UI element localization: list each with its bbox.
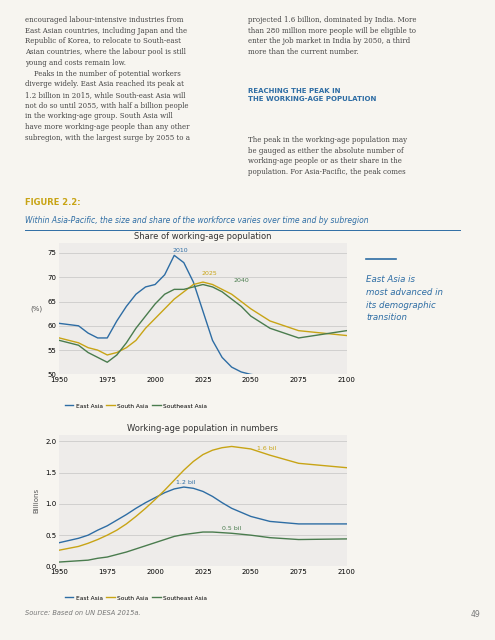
Title: Working-age population in numbers: Working-age population in numbers bbox=[127, 424, 279, 433]
Text: Source: Based on UN DESA 2015a.: Source: Based on UN DESA 2015a. bbox=[25, 610, 140, 616]
Y-axis label: (%): (%) bbox=[31, 305, 43, 312]
Legend: East Asia, South Asia, Southeast Asia: East Asia, South Asia, Southeast Asia bbox=[62, 401, 209, 411]
Text: The peak in the working-age population may
be gauged as either the absolute numb: The peak in the working-age population m… bbox=[248, 136, 406, 176]
Text: 1.6 bil: 1.6 bil bbox=[256, 446, 276, 451]
Text: 2010: 2010 bbox=[172, 248, 188, 253]
Text: 1.2 bil: 1.2 bil bbox=[176, 480, 196, 485]
Title: Share of working-age population: Share of working-age population bbox=[134, 232, 272, 241]
Text: 0.5 bil: 0.5 bil bbox=[222, 526, 242, 531]
Text: FIGURE 2.2:: FIGURE 2.2: bbox=[25, 198, 80, 207]
Y-axis label: Billions: Billions bbox=[34, 488, 40, 513]
Text: projected 1.6 billion, dominated by India. More
than 280 million more people wil: projected 1.6 billion, dominated by Indi… bbox=[248, 16, 416, 56]
Text: 49: 49 bbox=[470, 610, 480, 619]
Text: REACHING THE PEAK IN
THE WORKING-AGE POPULATION: REACHING THE PEAK IN THE WORKING-AGE POP… bbox=[248, 88, 376, 102]
Text: 2025: 2025 bbox=[201, 271, 217, 276]
Legend: East Asia, South Asia, Southeast Asia: East Asia, South Asia, Southeast Asia bbox=[62, 593, 209, 603]
Text: East Asia is
most advanced in
its demographic
transition: East Asia is most advanced in its demogr… bbox=[366, 275, 444, 323]
Text: 2040: 2040 bbox=[234, 278, 249, 283]
Text: Within Asia-Pacific, the size and share of the workforce varies over time and by: Within Asia-Pacific, the size and share … bbox=[25, 216, 368, 225]
Text: encouraged labour-intensive industries from
East Asian countries, including Japa: encouraged labour-intensive industries f… bbox=[25, 16, 190, 141]
